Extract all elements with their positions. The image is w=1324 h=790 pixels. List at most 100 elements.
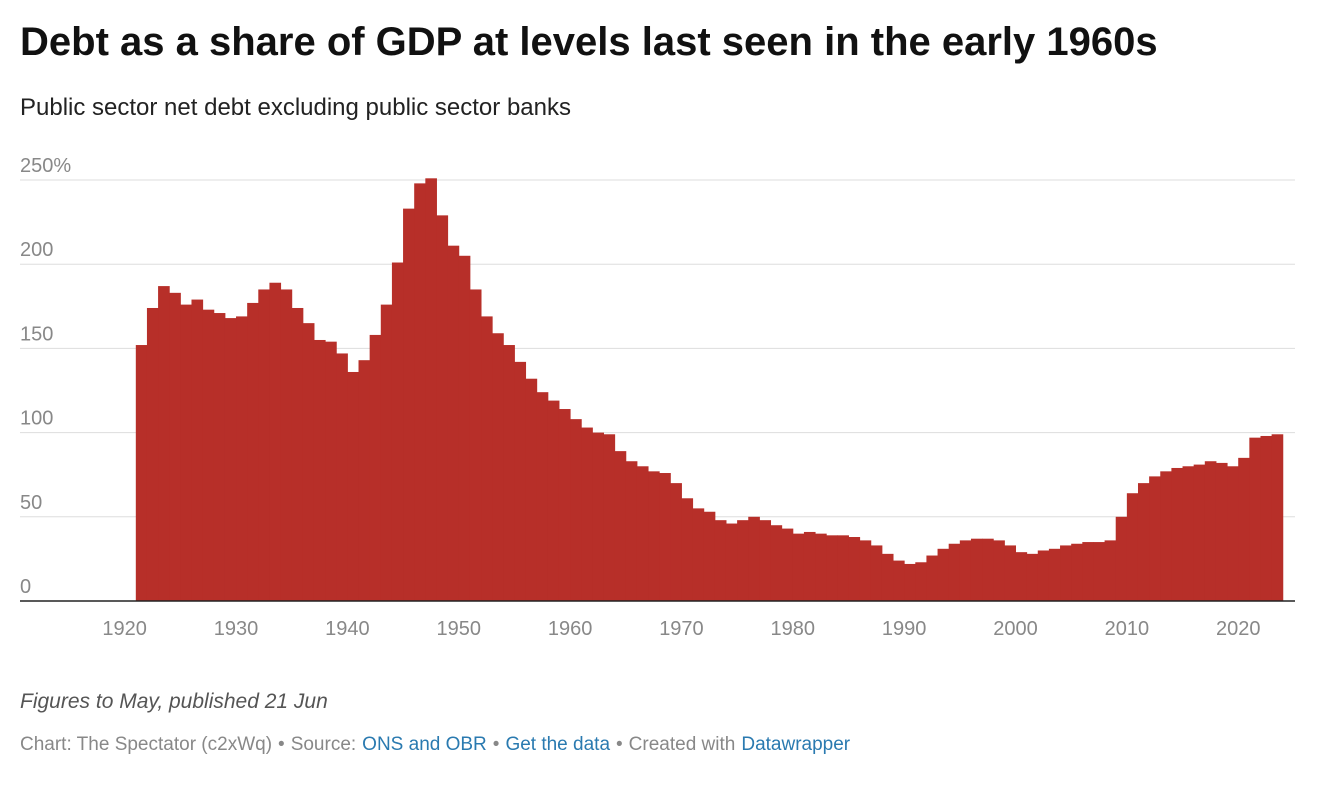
bar [336,353,348,601]
x-tick-label: 1990 [882,618,927,640]
bar [202,309,215,601]
credit-text: • [278,734,285,755]
chart-title: Debt as a share of GDP at levels last se… [20,20,1158,64]
bar [436,215,449,601]
bar [425,178,437,602]
bar [848,537,861,601]
bar [503,345,515,601]
bar [481,316,493,601]
bar [781,528,794,601]
bar [1160,471,1172,601]
bar [492,333,504,601]
bar [1182,466,1195,601]
bar [1037,550,1050,601]
bar [592,432,604,601]
bar [458,255,471,601]
credit-text: Created with [628,734,736,755]
bar [1082,542,1094,601]
bar [748,516,760,601]
bar [358,360,371,601]
bar [1137,483,1150,601]
bar [191,299,204,601]
credit-link[interactable]: ONS and OBR [362,734,487,755]
credit-text: • [492,734,500,755]
bar [1204,461,1217,601]
bar [614,451,627,601]
bar [414,183,426,602]
bar [926,555,939,601]
bar [291,307,304,601]
bar [893,560,905,601]
bar [714,520,727,601]
bar [1093,542,1106,601]
bar [1171,467,1184,601]
bar [1126,493,1139,601]
bar [1238,457,1250,601]
bar [403,208,415,602]
bar [469,289,482,601]
bar [959,540,972,601]
bar [725,523,738,601]
bar [937,548,950,601]
chart-subtitle: Public sector net debt excluding public … [20,94,571,121]
bar [1071,543,1083,601]
bar [982,538,994,601]
credit-link[interactable]: Get the data [505,734,611,755]
bar [570,419,582,601]
bar [681,498,694,601]
bar [659,473,671,601]
bar [158,286,170,601]
bar [169,292,181,601]
bar [670,483,682,601]
bar [558,409,571,601]
chart: 0 50 100 150 200 250% 1920 1930 1940 1950 1960 1970… [20,155,1295,640]
bar [737,520,749,601]
bar [792,533,805,601]
bar [581,427,593,601]
y-tick-label: 0 [20,576,31,598]
credit-text: Chart: The Spectator (c2xWq) [20,734,273,755]
bar [703,511,716,601]
bar [1227,466,1239,601]
bar [514,361,527,601]
credit-text: Source: [290,734,357,755]
bar [547,400,560,601]
y-tick-label: 50 [20,492,42,514]
bar [1193,464,1206,601]
x-tick-label: 1950 [436,618,481,640]
bar [302,323,315,601]
note: Figures to May, published 21 Jun [20,690,328,713]
bar [759,520,772,601]
bar [603,434,616,601]
bar [1026,553,1039,601]
x-tick-label: 1940 [325,618,370,640]
bar [447,245,460,601]
credits: Chart: The Spectator (c2xWq) • Source: ONS … [20,734,850,756]
bar [648,471,660,601]
bar [970,538,983,601]
credit-link[interactable]: Datawrapper [741,734,851,755]
bar [391,262,404,601]
bar [1115,516,1128,601]
bar [1260,435,1273,601]
bar [859,540,872,601]
x-tick-label: 1930 [214,618,259,640]
bar [325,341,337,601]
y-tick-label: 150 [20,323,53,345]
credit-text: • [616,734,623,755]
x-tick-label: 1920 [102,618,147,640]
x-tick-label: 2000 [993,618,1038,640]
bar [269,282,282,601]
bar [826,535,838,601]
x-tick-label: 1980 [771,618,816,640]
bar [135,345,148,601]
bar [525,378,538,601]
x-tick-label: 1960 [548,618,593,640]
y-tick-label: 200 [20,239,53,261]
bar [1004,545,1017,601]
bar [180,304,192,601]
bar [625,461,638,601]
bar [280,289,293,601]
bar [636,466,649,601]
